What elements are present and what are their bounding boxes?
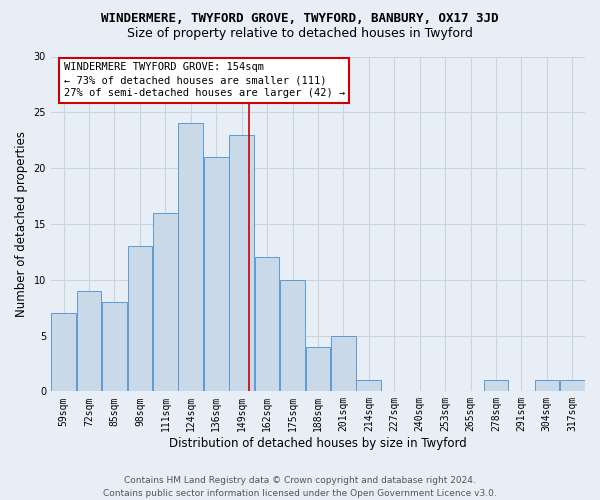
Y-axis label: Number of detached properties: Number of detached properties <box>15 131 28 317</box>
Bar <box>77 291 101 392</box>
Text: WINDERMERE TWYFORD GROVE: 154sqm
← 73% of detached houses are smaller (111)
27% : WINDERMERE TWYFORD GROVE: 154sqm ← 73% o… <box>64 62 345 98</box>
Bar <box>305 346 330 392</box>
Bar <box>560 380 584 392</box>
Bar <box>178 124 203 392</box>
Bar <box>331 336 356 392</box>
X-axis label: Distribution of detached houses by size in Twyford: Distribution of detached houses by size … <box>169 437 467 450</box>
Bar <box>484 380 508 392</box>
Bar <box>255 258 280 392</box>
Bar <box>128 246 152 392</box>
Bar <box>356 380 381 392</box>
Bar <box>280 280 305 392</box>
Bar <box>51 313 76 392</box>
Text: Contains HM Land Registry data © Crown copyright and database right 2024.
Contai: Contains HM Land Registry data © Crown c… <box>103 476 497 498</box>
Bar <box>204 157 229 392</box>
Bar <box>102 302 127 392</box>
Text: WINDERMERE, TWYFORD GROVE, TWYFORD, BANBURY, OX17 3JD: WINDERMERE, TWYFORD GROVE, TWYFORD, BANB… <box>101 12 499 26</box>
Bar <box>153 213 178 392</box>
Text: Size of property relative to detached houses in Twyford: Size of property relative to detached ho… <box>127 28 473 40</box>
Bar <box>535 380 559 392</box>
Bar <box>229 134 254 392</box>
